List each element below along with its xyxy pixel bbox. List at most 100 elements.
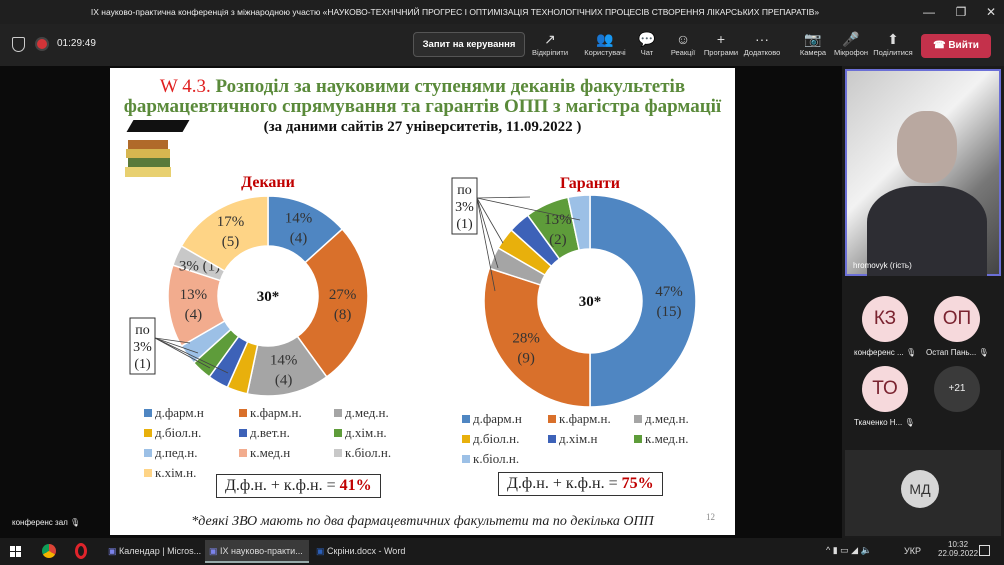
phone-hangup-icon: ☎ — [933, 40, 949, 51]
slide-title-line1: W 4.3. Розподіл за науковими ступенями д… — [159, 76, 686, 97]
slice-label: (4) — [185, 307, 203, 323]
callout-text: 3% — [455, 200, 474, 215]
participant-avatar[interactable]: ОП — [934, 296, 980, 342]
center-label: 30* — [579, 294, 602, 310]
close-button[interactable]: ✕ — [985, 5, 997, 19]
legend-swatch — [239, 449, 247, 457]
maximize-button[interactable]: ❐ — [955, 5, 967, 19]
meeting-timer: 01:29:49 — [57, 38, 96, 49]
callout-leader — [154, 337, 199, 354]
opera-icon[interactable] — [75, 543, 87, 559]
request-control-button[interactable]: Запит на керування — [413, 32, 525, 57]
chat-button[interactable]: 💬 Чат — [638, 30, 655, 57]
slice-label: (2) — [549, 232, 567, 248]
apps-button[interactable]: + Програми — [704, 30, 738, 57]
participant-tile-md[interactable]: МД — [845, 450, 1001, 536]
graduation-cap-books-image — [122, 120, 190, 184]
center-label: 30* — [257, 289, 280, 305]
chat-icon: 💬 — [638, 31, 656, 47]
slice-label: 27% — [329, 287, 357, 303]
legend-swatch — [144, 449, 152, 457]
legend-item: д.мед.н. — [634, 411, 689, 427]
donut-charts: 14% (4) 27% (8) 14% (4) 13% (4) 3% (1) 17% (5) 30* Д… — [129, 174, 697, 408]
legend-item: д.мед.н. — [334, 405, 389, 421]
presentation-slide: W 4.3. Розподіл за науковими ступенями д… — [110, 68, 735, 535]
legend-swatch — [462, 455, 470, 463]
room-label: конференс зал 🎙 — [12, 518, 81, 527]
taskbar-app-calendar[interactable]: ▣ Календар | Micros... — [108, 546, 202, 556]
legend-item: д.вет.н. — [239, 425, 290, 441]
callout-leader — [476, 197, 496, 292]
legend-swatch — [634, 415, 642, 423]
legend-item: д.біол.н. — [462, 431, 519, 447]
window-title-bar — [0, 0, 1004, 24]
callout-leader — [476, 197, 581, 221]
callout-text: по — [457, 183, 472, 198]
minimize-button[interactable]: — — [923, 5, 935, 19]
legend-swatch — [334, 449, 342, 457]
meeting-toolbar: 01:29:49 Запит на керування ↗ Відкріпити 👥… — [0, 24, 1004, 66]
legend-item: д.хім.н. — [334, 425, 387, 441]
camera-icon: 📷 — [804, 31, 822, 47]
legend-swatch — [144, 469, 152, 477]
callout-text: по — [135, 323, 150, 338]
notifications-icon[interactable] — [979, 545, 990, 556]
legend-swatch — [334, 429, 342, 437]
donut-slice-6 — [567, 194, 591, 252]
mic-off-icon: 🎙 — [904, 418, 915, 427]
legend-item: к.фарм.н. — [239, 405, 302, 421]
teams-icon: ▣ — [209, 546, 218, 556]
participants-panel: hromovyk (гість) КЗ конференс ... 🎙 ОП Оста… — [842, 66, 1004, 538]
reactions-button[interactable]: ☺ Реакції — [671, 30, 695, 57]
leave-button[interactable]: ☎ Вийти — [921, 34, 991, 58]
slice-label: 13% — [544, 212, 572, 228]
callout-leader — [476, 197, 499, 269]
taskbar-app-teams-meeting[interactable]: ▣ IX науково-практи... — [205, 540, 309, 563]
window-title-text: IX науково-практична конференція з міжна… — [90, 7, 820, 17]
language-indicator[interactable]: УКР — [904, 546, 921, 556]
legend-swatch — [334, 409, 342, 417]
speaker-video[interactable]: hromovyk (гість) — [845, 69, 1001, 276]
unpin-button[interactable]: ↗ Відкріпити — [532, 30, 568, 57]
people-button[interactable]: 👥 Користувачі — [584, 30, 625, 57]
slice-label: 13% — [180, 287, 208, 303]
share-button[interactable]: ⬆ Поділитися — [873, 30, 912, 57]
callout-text: 3% — [133, 340, 152, 355]
microphone-icon: 🎤 — [842, 31, 860, 47]
camera-button[interactable]: 📷 Камера — [800, 30, 826, 57]
system-tray-icons[interactable]: ^ ▮ ▭ ◢ 🔈 — [826, 545, 872, 555]
more-participants-button[interactable]: +21 — [934, 366, 980, 412]
share-label: Поділитися — [873, 48, 913, 57]
taskbar-app-word[interactable]: ▣ Скріни.docx - Word — [316, 546, 406, 556]
chat-label: Чат — [640, 48, 654, 57]
slice-label: 28% — [512, 330, 540, 346]
more-button[interactable]: ··· Додатково — [744, 30, 781, 57]
clock[interactable]: 10:32 22.09.2022 — [938, 540, 979, 558]
slice-label: (5) — [222, 234, 240, 250]
chrome-icon[interactable] — [42, 544, 56, 558]
participant-name: Ткаченко Н... 🎙 — [854, 418, 915, 427]
callout-leader — [154, 337, 191, 344]
callout-text: (1) — [456, 217, 473, 232]
slice-label: (8) — [334, 307, 352, 323]
slice-label: 14% — [285, 210, 313, 226]
windows-start-icon[interactable] — [10, 546, 21, 557]
left-formula-box: Д.ф.н. + к.ф.н. = 41% — [216, 474, 381, 498]
participant-avatar[interactable]: КЗ — [862, 296, 908, 342]
legend-item: д.фарм.н — [462, 411, 522, 427]
participant-avatar[interactable]: ТО — [862, 366, 908, 412]
participant-name: конференс ... 🎙 — [854, 348, 917, 357]
callout-text: (1) — [134, 357, 151, 372]
legend-swatch — [462, 435, 470, 443]
people-icon: 👥 — [596, 31, 614, 47]
legend-swatch — [239, 409, 247, 417]
slice-label: 47% — [655, 284, 683, 300]
slice-label: (9) — [517, 350, 535, 366]
legend-item: к.мед.н. — [634, 431, 688, 447]
microphone-button[interactable]: 🎤 Мікрофон — [834, 30, 868, 57]
legend-item: к.біол.н. — [334, 445, 391, 461]
legend-item: д.біол.н. — [144, 425, 201, 441]
mic-off-icon: 🎙 — [905, 348, 917, 357]
donut-slice-0 — [589, 194, 697, 408]
legend-item: к.мед.н — [239, 445, 290, 461]
